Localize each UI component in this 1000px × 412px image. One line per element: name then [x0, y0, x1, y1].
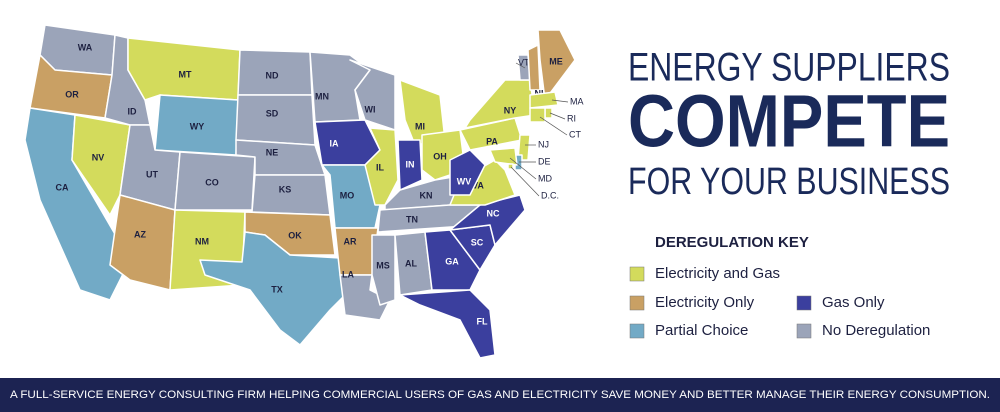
state-label: AZ [134, 229, 146, 239]
title-line: ENERGY SUPPLIERS [628, 46, 950, 90]
state [71, 114, 131, 216]
state-label: NE [266, 147, 279, 157]
legend-swatch [629, 323, 645, 339]
state [449, 149, 486, 196]
legend-label: Electricity and Gas [655, 265, 780, 282]
state-label: DE [538, 156, 551, 166]
state [199, 231, 346, 346]
state-label: TN [406, 214, 418, 224]
legend-swatch [629, 295, 645, 311]
state [527, 44, 541, 91]
state-label: IA [330, 138, 340, 148]
leader-line [509, 157, 537, 180]
state [399, 289, 496, 359]
leader-line [551, 99, 569, 103]
state-label: OH [433, 151, 447, 161]
leader-line [549, 112, 566, 120]
legend-label: No Deregulation [822, 322, 930, 339]
state-label: WI [365, 104, 376, 114]
state-label: AR [344, 236, 357, 246]
state [489, 147, 518, 166]
state [251, 174, 331, 216]
legend-label: Gas Only [822, 294, 885, 311]
state-label: MD [538, 173, 552, 183]
state-label: VT [518, 57, 530, 67]
state [544, 107, 553, 119]
state-label: WV [457, 176, 472, 186]
state [529, 91, 559, 109]
state-label: OK [288, 230, 302, 240]
state-label: SC [471, 237, 484, 247]
state-label: ND [266, 70, 279, 80]
state-label: OR [65, 89, 79, 99]
state-label: KS [279, 184, 292, 194]
footer-band [0, 378, 1000, 412]
state-label: WA [78, 42, 93, 52]
state [109, 194, 176, 291]
footer-text: A FULL-SERVICE ENERGY CONSULTING FIRM HE… [10, 389, 990, 401]
state-label: ME [549, 56, 563, 66]
state-label: TX [271, 284, 283, 294]
state [397, 139, 423, 191]
state-label: NJ [538, 139, 549, 149]
state-label: CT [569, 129, 581, 139]
state-label: FL [477, 316, 488, 326]
state-label: IL [376, 162, 385, 172]
state-label: ID [128, 106, 138, 116]
state-label: MO [340, 190, 355, 200]
state [371, 234, 396, 306]
state [449, 194, 526, 246]
state [235, 94, 316, 146]
state-label: KN [420, 190, 433, 200]
leader-line [510, 166, 540, 197]
state-label: CA [56, 182, 69, 192]
state-label: NY [504, 105, 517, 115]
leader-line [539, 116, 568, 136]
state-label: D.C. [541, 190, 559, 200]
state-label: MI [415, 121, 425, 131]
state-label: UT [146, 169, 158, 179]
state-label: NM [195, 236, 209, 246]
state [529, 107, 546, 123]
state-label: CO [205, 177, 219, 187]
legend-swatch [629, 266, 645, 282]
legend-label: Partial Choice [655, 322, 748, 339]
state-label: IN [406, 159, 415, 169]
state-label: LA [342, 269, 354, 279]
state-label: MS [376, 260, 390, 270]
state [424, 229, 481, 291]
state-label: AL [405, 258, 417, 268]
us-map: WA OR CA NV ID MT WY UT AZ CO NM ND SD NE KS OK TX MN IA MO… [24, 24, 584, 359]
state [364, 127, 399, 206]
state [349, 59, 396, 131]
legend-swatch [796, 323, 812, 339]
state-label: WY [190, 121, 205, 131]
state-label: RI [567, 113, 576, 123]
state [314, 119, 381, 166]
state [537, 29, 576, 101]
state-label: MN [315, 91, 329, 101]
state-label: NC [487, 208, 500, 218]
state-label: MA [570, 96, 584, 106]
title-line: COMPETE [628, 80, 950, 163]
state [517, 134, 531, 161]
state [464, 79, 536, 129]
title-line: FOR YOUR BUSINESS [628, 161, 950, 203]
state-label: VA [472, 180, 484, 190]
state-label: SD [266, 108, 279, 118]
legend-label: Electricity Only [655, 294, 755, 311]
state-label: MT [179, 69, 192, 79]
state-label: PA [486, 136, 498, 146]
state-label: GA [445, 256, 459, 266]
leader-line [515, 62, 526, 69]
key-title: DEREGULATION KEY [655, 234, 809, 251]
legend: Electricity and Gas Electricity Only Gas O… [629, 265, 930, 339]
legend-swatch [796, 295, 812, 311]
state-label: NV [92, 152, 105, 162]
